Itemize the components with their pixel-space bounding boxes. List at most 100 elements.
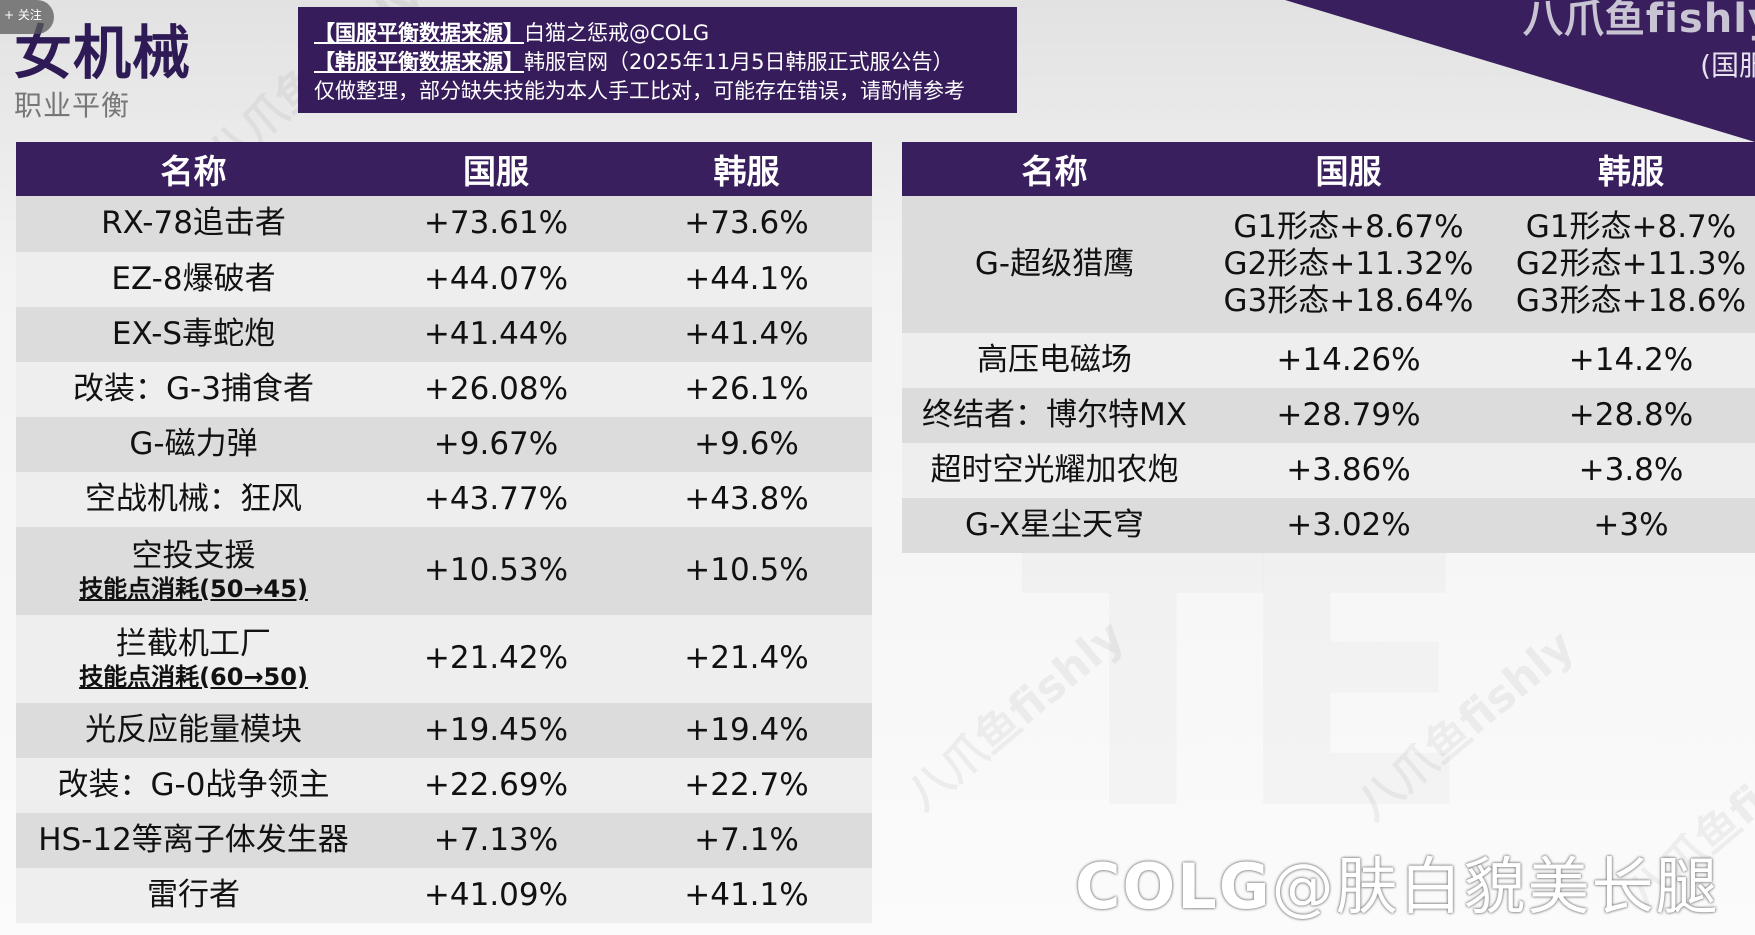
kr-value: +22.7%: [621, 758, 872, 813]
cn-value-cell: G1形态+8.67% G2形态+11.32% G3形态+18.64%: [1207, 196, 1490, 333]
skill-name: 空战机械：狂风: [16, 472, 371, 527]
skill-name: 改装：G-3捕食者: [16, 362, 371, 417]
kr-form-2: G2形态+11.3%: [1515, 245, 1747, 282]
cn-form-1: G1形态+8.67%: [1233, 208, 1464, 245]
kr-value: +9.6%: [621, 417, 872, 472]
skill-name: 拦截机工厂: [116, 626, 271, 662]
skill-name: G-X星尘天穹: [902, 498, 1207, 553]
cn-value: +26.08%: [371, 362, 621, 417]
data-source-box: 【国服平衡数据来源】白猫之惩戒@COLG 【韩服平衡数据来源】韩服官网（2025…: [298, 7, 1017, 113]
kr-value: +44.1%: [621, 252, 872, 307]
kr-value: +3.8%: [1490, 443, 1755, 498]
brand-subtitle: (国服体: [1700, 49, 1755, 82]
kr-value: +3%: [1490, 498, 1755, 553]
skill-name: G-磁力弹: [16, 417, 371, 472]
kr-source-value: 韩服官网（2025年11月5日韩服正式服公告）: [524, 50, 954, 74]
kr-value: +41.4%: [621, 307, 872, 362]
kr-source-label: 【韩服平衡数据来源】: [314, 50, 524, 74]
kr-value-cell: G1形态+8.7% G2形态+11.3% G3形态+18.6%: [1490, 196, 1755, 333]
table-row: 拦截机工厂 技能点消耗(60→50) +21.42% +21.4%: [16, 615, 872, 703]
table-row: G-X星尘天穹 +3.02% +3%: [902, 498, 1755, 553]
column-header-cn: 国服: [371, 142, 621, 196]
cn-value: +7.13%: [371, 813, 621, 868]
kr-source-line: 【韩服平衡数据来源】韩服官网（2025年11月5日韩服正式服公告）: [314, 48, 1017, 77]
skill-name: G-超级猎鹰: [902, 196, 1207, 333]
column-header-name: 名称: [902, 142, 1207, 196]
column-header-kr: 韩服: [1490, 142, 1755, 196]
cn-value: +73.61%: [371, 196, 621, 252]
cn-value: +19.45%: [371, 703, 621, 758]
brand-banner: 八爪鱼fishly (国服体: [1285, 0, 1755, 142]
cn-value: +3.86%: [1207, 443, 1490, 498]
cn-value: +9.67%: [371, 417, 621, 472]
page-subtitle: 职业平衡: [14, 89, 131, 122]
author-handle: @肤白貌美长腿: [1271, 850, 1720, 923]
table-row: G-磁力弹 +9.67% +9.6%: [16, 417, 872, 472]
skill-name: 雷行者: [16, 868, 371, 923]
cn-value: +41.09%: [371, 868, 621, 923]
kr-form-1: G1形态+8.7%: [1525, 208, 1737, 245]
table-row: G-超级猎鹰 G1形态+8.67% G2形态+11.32% G3形态+18.64…: [902, 196, 1755, 333]
brand-logo: 八爪鱼fishly: [1522, 0, 1755, 42]
cn-value: +41.44%: [371, 307, 621, 362]
skill-name: HS-12等离子体发生器: [16, 813, 371, 868]
kr-form-3: G3形态+18.6%: [1515, 283, 1747, 320]
skill-name: 超时空光耀加农炮: [902, 443, 1207, 498]
cn-value: +14.26%: [1207, 333, 1490, 388]
kr-value: +43.8%: [621, 472, 872, 527]
table-row: HS-12等离子体发生器 +7.13% +7.1%: [16, 813, 872, 868]
cn-value: +28.79%: [1207, 388, 1490, 443]
kr-value: +10.5%: [621, 527, 872, 615]
kr-value: +14.2%: [1490, 333, 1755, 388]
colg-author-watermark: COLG@肤白貌美长腿: [1075, 836, 1720, 926]
skill-name: 光反应能量模块: [16, 703, 371, 758]
table-header: 名称 国服 韩服: [16, 142, 872, 196]
cn-form-3: G3形态+18.64%: [1223, 283, 1474, 320]
cn-value: +3.02%: [1207, 498, 1490, 553]
left-balance-table: 名称 国服 韩服 RX-78追击者 +73.61% +73.6% EZ-8爆破者…: [16, 142, 872, 923]
skill-name: EX-S毒蛇炮: [16, 307, 371, 362]
table-row: 终结者：博尔特MX +28.79% +28.8%: [902, 388, 1755, 443]
column-header-cn: 国服: [1207, 142, 1490, 196]
kr-value: +73.6%: [621, 196, 872, 252]
table-row: 空投支援 技能点消耗(50→45) +10.53% +10.5%: [16, 527, 872, 615]
cn-form-2: G2形态+11.32%: [1223, 245, 1474, 282]
table-row: EZ-8爆破者 +44.07% +44.1%: [16, 252, 872, 307]
colg-logo: COLG: [1075, 850, 1272, 923]
cn-value: +22.69%: [371, 758, 621, 813]
kr-value: +41.1%: [621, 868, 872, 923]
cn-value: +21.42%: [371, 615, 621, 703]
right-balance-table: 名称 国服 韩服 G-超级猎鹰 G1形态+8.67% G2形态+11.32% G…: [902, 142, 1755, 553]
skill-cost-note: 技能点消耗(60→50): [79, 663, 308, 692]
skill-name-cell: 空投支援 技能点消耗(50→45): [16, 527, 371, 615]
cn-source-line: 【国服平衡数据来源】白猫之惩戒@COLG: [314, 19, 1017, 48]
column-header-name: 名称: [16, 142, 371, 196]
skill-name: 高压电磁场: [902, 333, 1207, 388]
cn-value: +10.53%: [371, 527, 621, 615]
table-row: 改装：G-0战争领主 +22.69% +22.7%: [16, 758, 872, 813]
skill-name-cell: 拦截机工厂 技能点消耗(60→50): [16, 615, 371, 703]
kr-value: +7.1%: [621, 813, 872, 868]
skill-name: 空投支援: [131, 538, 256, 574]
table-row: 改装：G-3捕食者 +26.08% +26.1%: [16, 362, 872, 417]
kr-value: +19.4%: [621, 703, 872, 758]
follow-button[interactable]: + 关注: [0, 0, 54, 34]
cn-source-label: 【国服平衡数据来源】: [314, 21, 524, 45]
table-row: 雷行者 +41.09% +41.1%: [16, 868, 872, 923]
cn-source-value: 白猫之惩戒@COLG: [524, 21, 710, 45]
kr-value: +21.4%: [621, 615, 872, 703]
column-header-kr: 韩服: [621, 142, 872, 196]
cn-value: +43.77%: [371, 472, 621, 527]
skill-name: RX-78追击者: [16, 196, 371, 252]
table-row: 空战机械：狂风 +43.77% +43.8%: [16, 472, 872, 527]
table-row: 超时空光耀加农炮 +3.86% +3.8%: [902, 443, 1755, 498]
table-row: RX-78追击者 +73.61% +73.6%: [16, 196, 872, 252]
skill-name: EZ-8爆破者: [16, 252, 371, 307]
table-row: 高压电磁场 +14.26% +14.2%: [902, 333, 1755, 388]
table-row: EX-S毒蛇炮 +41.44% +41.4%: [16, 307, 872, 362]
skill-name: 终结者：博尔特MX: [902, 388, 1207, 443]
table-row: 光反应能量模块 +19.45% +19.4%: [16, 703, 872, 758]
kr-value: +26.1%: [621, 362, 872, 417]
disclaimer: 仅做整理，部分缺失技能为本人手工比对，可能存在错误，请酌情参考: [314, 79, 965, 103]
cn-value: +44.07%: [371, 252, 621, 307]
